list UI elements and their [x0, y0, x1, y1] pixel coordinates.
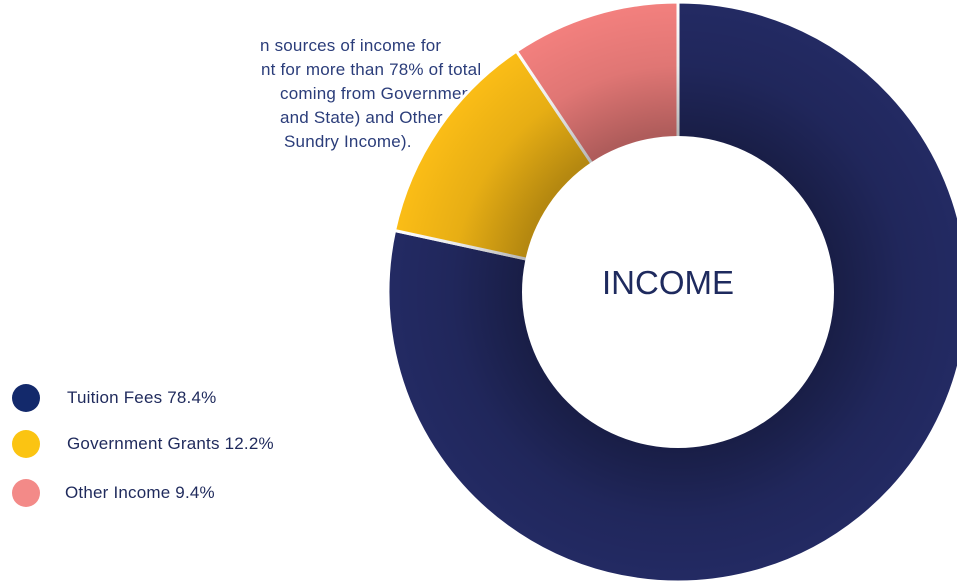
chart-center-title: INCOME: [602, 264, 734, 301]
intro-line: Sundry Income).: [284, 132, 412, 151]
legend-label: Government Grants 12.2%: [67, 434, 274, 453]
intro-line: nt for more than 78% of total: [261, 60, 482, 79]
legend-swatch: [12, 430, 40, 458]
legend-swatch: [12, 479, 40, 507]
donut-hole: [522, 136, 834, 448]
legend-label: Other Income 9.4%: [65, 483, 215, 502]
legend-item-other-income: Other Income 9.4%: [12, 479, 215, 507]
legend-item-government-grants: Government Grants 12.2%: [12, 430, 274, 458]
intro-line: n sources of income for: [260, 36, 442, 55]
intro-line: and State) and Other: [280, 108, 443, 127]
intro-paragraph: n sources of income for nt for more than…: [0, 34, 482, 154]
legend-item-tuition-fees: Tuition Fees 78.4%: [12, 384, 216, 412]
legend-label: Tuition Fees 78.4%: [67, 388, 217, 407]
intro-line: coming from Government: [280, 84, 477, 103]
legend-swatch: [12, 384, 40, 412]
